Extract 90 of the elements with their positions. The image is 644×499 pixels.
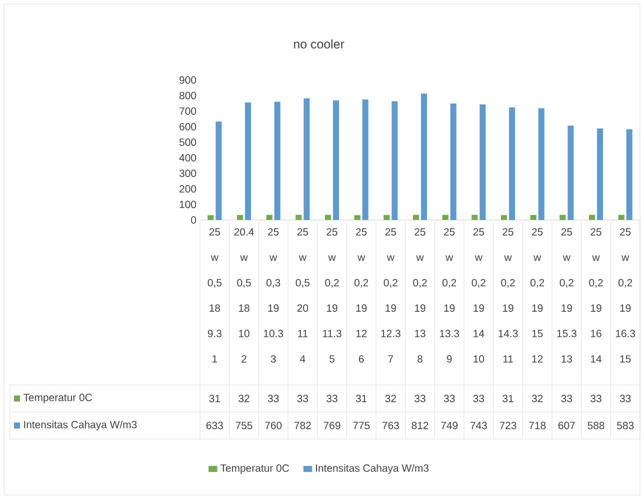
y-tick-label: 100 [180,200,196,208]
y-tick-label: 500 [179,138,196,146]
bar [362,99,368,220]
bar [480,104,486,220]
y-tick-label: 400 [179,154,196,162]
bar [538,108,544,220]
bar [450,103,456,220]
bar [296,214,302,220]
bar [626,129,632,220]
data-label: 723 [500,422,516,430]
bar [472,214,478,220]
data-label: 743 [470,422,487,430]
data-label: 33 [414,394,426,402]
data-label: 755 [236,422,252,430]
category-label: 25 w 0,2 19 12 6 [354,228,368,363]
bar [245,102,252,220]
bar [208,215,214,220]
bar [560,214,566,220]
category-label: 25 w 0,2 19 16 14 [589,228,603,363]
category-label: 25 w 0,2 19 13.3 9 [440,228,460,363]
y-tick-label: 200 [180,185,196,193]
category-label: 25 w 0,2 19 14 10 [472,228,486,363]
data-label: 32 [532,394,543,402]
bar [442,214,448,220]
y-tick-label: 600 [180,122,196,130]
data-label: 33 [590,394,602,402]
bar [618,214,624,220]
bar [304,98,310,220]
text: Temperatur 0C [220,464,290,474]
data-label: 782 [294,422,311,430]
data-label: 33 [620,394,631,402]
y-tick-label: 800 [179,92,196,100]
y-tick-label: 700 [180,107,196,115]
data-label: 33 [297,394,308,402]
bar [501,215,508,220]
bar [392,101,398,220]
bar [216,122,222,220]
data-label: 588 [588,422,604,430]
bar [589,214,596,220]
category-label: 25 w 0,5 20 11 4 [296,228,310,363]
bar [597,128,604,220]
legend-label: Temperatur 0C [23,394,92,404]
category-label: 20.4 w 0,5 18 10 2 [234,228,254,363]
data-label: 32 [238,394,250,402]
data-label: 749 [441,422,458,430]
text: Intensitas Cahaya W/m3 [316,464,429,474]
category-label: 25 w 0,2 19 15 12 [530,228,544,363]
y-tick-label: 300 [179,170,196,178]
y-tick-label: 900 [180,76,196,84]
bar [274,102,280,220]
category-label: 25 w 0,2 19 12.3 7 [381,228,400,363]
data-label: 769 [324,422,340,430]
bar [384,215,390,220]
data-label: 718 [529,422,546,430]
data-label: 583 [617,422,634,430]
data-label: 33 [444,394,455,402]
category-label: 25 w 0,2 19 14.3 11 [498,228,518,363]
legend-label: Intensitas Cahaya W/m3 [24,420,137,430]
bar [237,215,244,220]
category-label: 25 w 0,2 19 11.3 5 [323,228,342,363]
y-tick-label: 0 [191,216,196,224]
data-label: 32 [385,394,396,402]
bar [266,214,272,220]
data-label: 33 [561,394,572,402]
data-label: 33 [326,394,338,402]
bar [568,126,574,220]
bar [413,214,420,220]
category-label: 25 w 0,2 19 15.3 13 [557,228,576,363]
category-label: 25 w 0,5 18 9.3 1 [208,228,222,363]
data-label: 33 [473,394,484,402]
data-label: 633 [206,422,223,430]
data-label: 31 [209,394,220,402]
data-label: 607 [558,422,575,430]
bar [354,215,360,220]
bar [325,214,332,220]
bar [509,108,516,220]
data-label: 33 [268,394,279,402]
data-label: 31 [502,394,514,402]
data-label: 763 [382,422,399,430]
bar [530,215,536,220]
bar [333,100,340,220]
category-label: 25 w 0,3 19 10.3 3 [264,228,284,363]
data-label: 775 [353,422,370,430]
category-label: 25 w 0,2 19 13 8 [413,228,427,363]
data-label: 812 [412,422,428,430]
data-label: 31 [356,394,367,402]
data-label: 760 [265,422,282,430]
bar [421,94,428,220]
category-label: 25 w 0,2 19 16.3 15 [616,228,636,363]
chart-title: no cooler [294,39,344,49]
